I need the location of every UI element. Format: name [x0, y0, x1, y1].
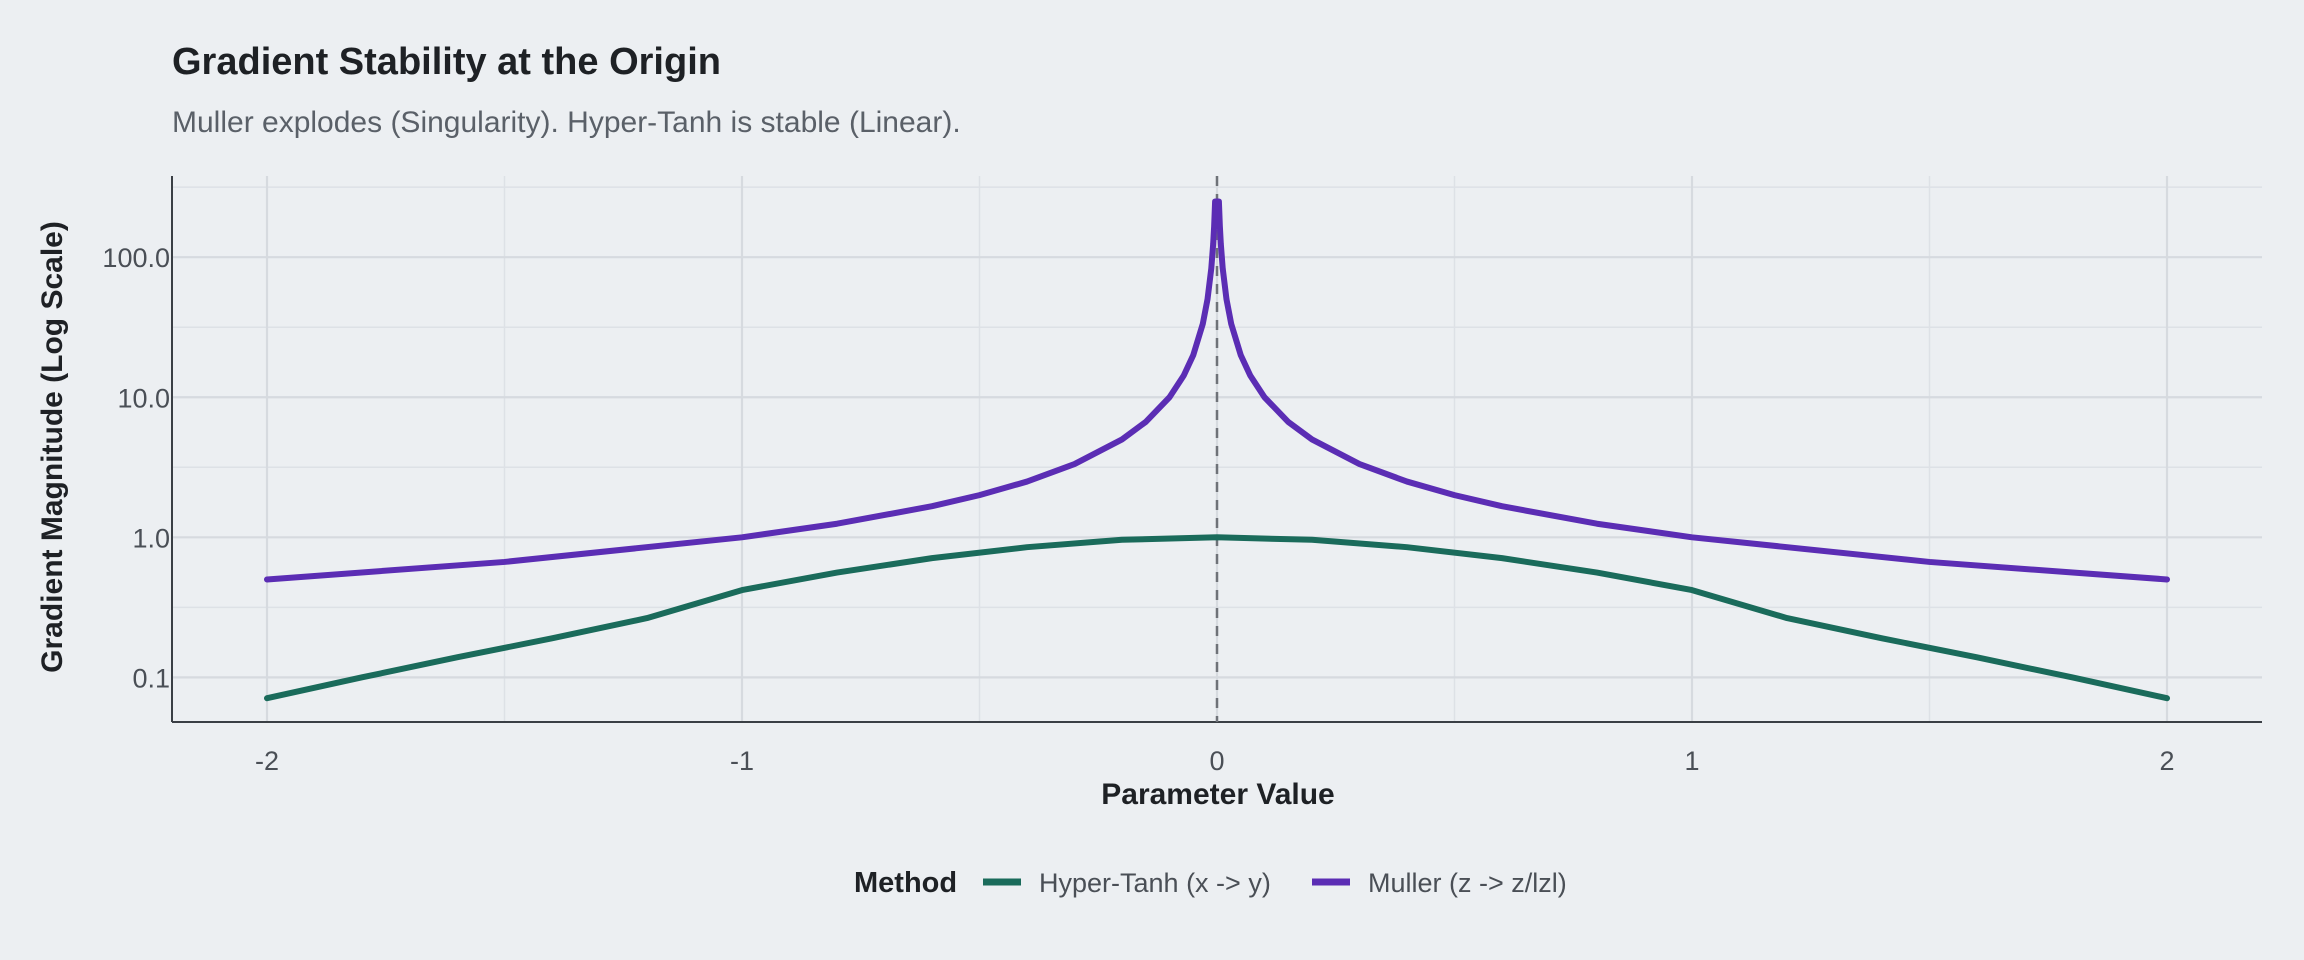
x-axis-label: Parameter Value — [1101, 778, 1334, 811]
y-tick-label: 100.0 — [102, 243, 170, 273]
series-line-0 — [264, 534, 2170, 702]
y-tick-label: 1.0 — [132, 523, 170, 553]
tick-labels: -2 -1 0 1 2 0.1 1.0 10.0 100.0 — [102, 243, 2174, 776]
series-lines — [264, 198, 2170, 702]
legend: Method Hyper-Tanh (x -> y) Muller (z -> z/… — [854, 867, 1567, 899]
x-tick-label: 2 — [2159, 746, 2174, 776]
x-tick-label: 1 — [1684, 746, 1699, 776]
series-line-1 — [264, 198, 2170, 583]
y-axis-label: Gradient Magnitude (Log Scale) — [36, 221, 69, 673]
x-tick-label: -2 — [255, 746, 279, 776]
x-tick-label: -1 — [730, 746, 754, 776]
chart-subtitle: Muller explodes (Singularity). Hyper-Tan… — [172, 106, 961, 139]
y-tick-label: 10.0 — [117, 383, 170, 413]
legend-title: Method — [854, 867, 957, 899]
x-tick-label: 0 — [1209, 746, 1224, 776]
y-tick-label: 0.1 — [132, 663, 170, 693]
legend-label-0: Hyper-Tanh (x -> y) — [1039, 868, 1271, 898]
chart-title: Gradient Stability at the Origin — [172, 41, 721, 83]
legend-label-1: Muller (z -> z/lzl) — [1368, 868, 1567, 898]
